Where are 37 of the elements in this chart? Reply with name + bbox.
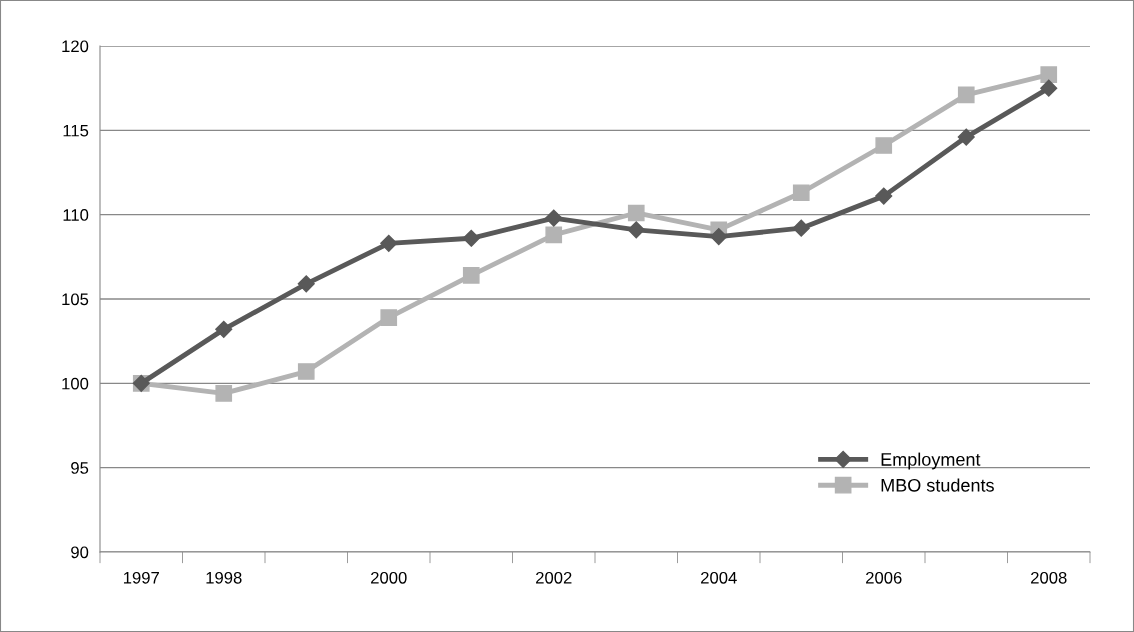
point xyxy=(1040,79,1058,97)
point xyxy=(545,209,563,227)
point xyxy=(215,385,233,402)
x-tick-label: 2008 xyxy=(1031,571,1067,584)
point xyxy=(875,187,893,205)
legend-label: MBO students xyxy=(881,478,994,492)
point xyxy=(710,228,728,246)
y-tick-label: 105 xyxy=(62,293,89,306)
point xyxy=(792,219,810,237)
y-tick-label: 115 xyxy=(63,124,89,137)
y-tick-label: 90 xyxy=(71,546,89,559)
point xyxy=(545,226,563,244)
point xyxy=(627,204,645,222)
point xyxy=(380,234,398,252)
y-tick-label: 120 xyxy=(62,40,89,53)
point xyxy=(627,221,645,239)
y-tick-label: 110 xyxy=(63,209,89,221)
x-tick-label: 1997 xyxy=(123,571,159,584)
x-tick-label: 2006 xyxy=(866,571,902,584)
point xyxy=(957,86,975,104)
point xyxy=(297,363,315,380)
point xyxy=(792,184,810,202)
x-tick-label: 1998 xyxy=(206,571,242,584)
x-tick-label: 2004 xyxy=(701,571,737,584)
point xyxy=(297,275,315,293)
point xyxy=(875,137,893,154)
point xyxy=(380,309,398,326)
point xyxy=(462,229,480,247)
point xyxy=(1040,66,1058,84)
legend-label: Employment xyxy=(881,452,981,470)
y-tick-label: 100 xyxy=(62,377,89,390)
point xyxy=(462,267,480,284)
point xyxy=(957,128,975,146)
y-tick-label: 95 xyxy=(71,462,89,474)
point xyxy=(215,320,233,338)
x-tick-label: 2000 xyxy=(371,571,407,584)
x-tick-label: 2002 xyxy=(536,571,572,584)
